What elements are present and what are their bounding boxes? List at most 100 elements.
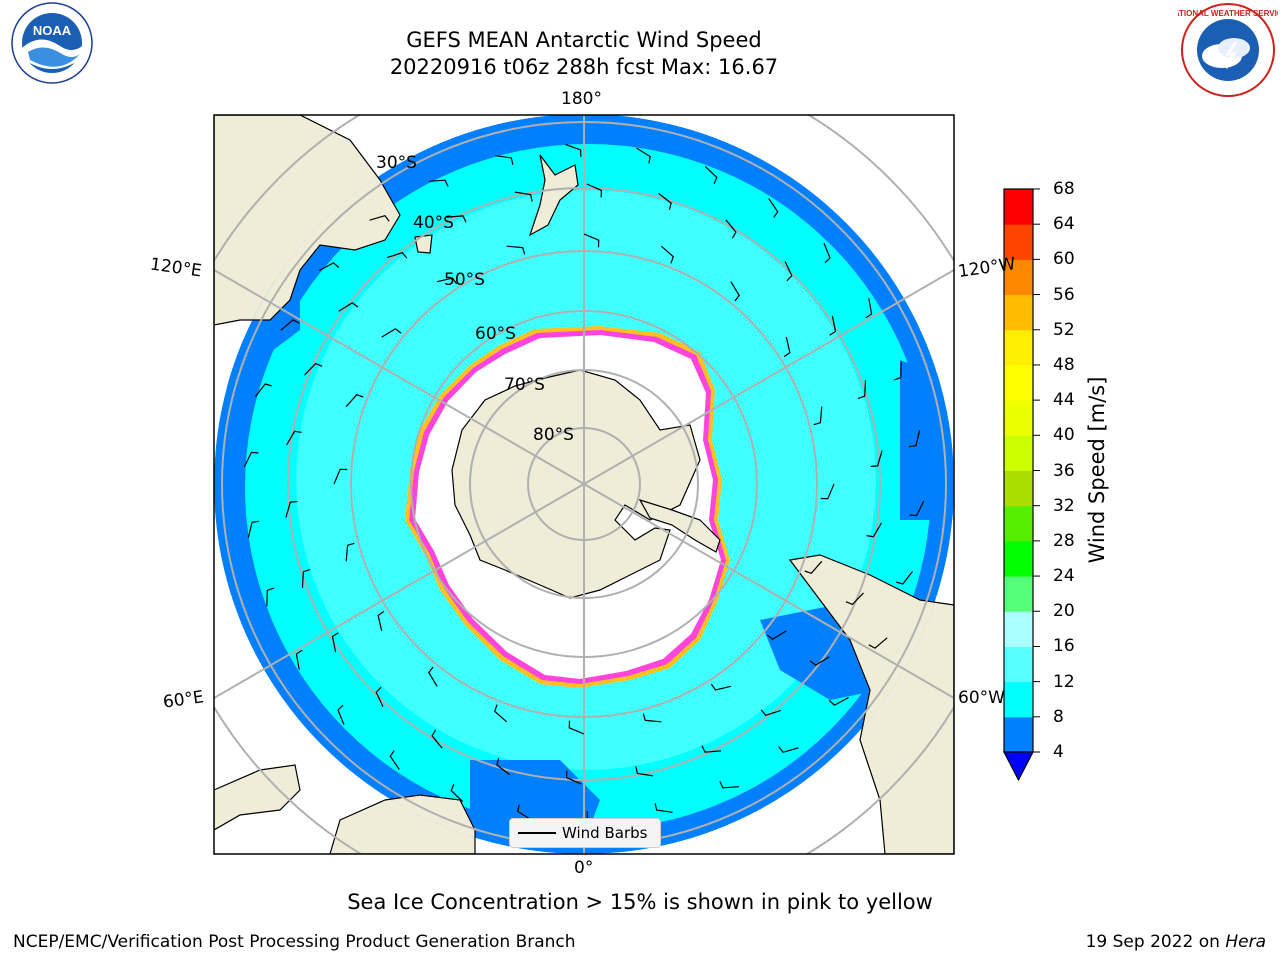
wind-barb — [829, 315, 837, 336]
lat-label-50s: 50°S — [444, 270, 485, 290]
wind-barb — [495, 155, 514, 165]
wind-barb — [760, 709, 782, 716]
wind-barb — [766, 630, 787, 640]
colorbar-segment — [1004, 681, 1033, 718]
colorbar-tick-label: 44 — [1053, 390, 1075, 411]
colorbar-segment — [1004, 435, 1033, 471]
lon-label-0: 0° — [574, 858, 594, 878]
lon-label-180: 180° — [561, 89, 602, 109]
colorbar-segment — [1004, 540, 1033, 577]
colorbar-tick-label: 60 — [1053, 249, 1075, 270]
wind-barb — [635, 766, 654, 777]
map-legend: Wind Barbs — [509, 818, 661, 848]
wind-barb — [333, 468, 348, 485]
colorbar-segment — [1004, 400, 1033, 436]
colorbar-segment — [1004, 189, 1033, 225]
noaa-logo-text: NOAA — [33, 23, 72, 38]
wind-barb — [768, 198, 779, 218]
nws-ring-text: NATIONAL WEATHER SERVICE — [1178, 9, 1278, 18]
colorbar-segment — [1004, 611, 1033, 647]
plot-subtitle: 20220916 t06z 288h fcst Max: 16.67 — [389, 55, 779, 79]
wind-barb — [870, 450, 883, 468]
colorbar-tick-label: 40 — [1053, 425, 1075, 446]
wind-barb — [304, 362, 323, 376]
wind-barb — [280, 319, 300, 331]
wind-barb — [804, 560, 823, 574]
colorbar-segment — [1004, 224, 1033, 260]
colorbar-segment — [1004, 329, 1033, 366]
wind-barb — [866, 522, 883, 538]
noaa-logo: NOAA — [11, 2, 93, 84]
wind-barb — [345, 394, 364, 408]
wind-barb — [730, 281, 740, 302]
wind-barb — [828, 696, 849, 706]
wind-barb — [909, 500, 925, 517]
wind-barb — [660, 245, 674, 264]
wind-barb — [701, 745, 722, 753]
wind-barb — [377, 610, 385, 632]
footer-right: 19 Sep 2022 on Hera — [1086, 932, 1266, 952]
wind-barb — [654, 803, 673, 813]
wind-barb — [895, 571, 914, 585]
wind-barb — [809, 656, 830, 666]
wind-barb — [583, 233, 600, 248]
wind-barb — [496, 758, 510, 776]
colorbar-tick-label: 24 — [1053, 566, 1075, 587]
wind-barb — [369, 215, 390, 222]
colorbar-extend-arrow — [1003, 751, 1034, 782]
wind-barb — [331, 632, 339, 653]
wind-barb — [586, 183, 603, 198]
colorbar-segment — [1004, 259, 1033, 296]
wind-barb — [254, 383, 273, 397]
lat-label-60s: 60°S — [475, 324, 516, 344]
wind-barb — [247, 520, 260, 538]
nws-logo: NATIONAL WEATHER SERVICE — [1178, 3, 1278, 97]
colorbar-tick-label: 28 — [1053, 530, 1075, 551]
colorbar-tick-label: 36 — [1053, 460, 1075, 481]
legend-label: Wind Barbs — [562, 824, 648, 842]
wind-barb — [704, 165, 718, 185]
colorbar-tick-label: 64 — [1053, 214, 1075, 235]
wind-barb — [820, 483, 835, 500]
wind-barb — [285, 500, 298, 518]
wind-barb — [431, 729, 443, 749]
wind-barb — [345, 542, 355, 562]
wind-barb — [893, 361, 902, 381]
colorbar-segment — [1004, 364, 1033, 401]
wind-barb — [710, 683, 732, 691]
lat-label-30s: 30°S — [376, 153, 417, 173]
wind-barb — [636, 147, 651, 164]
wind-barb — [783, 336, 791, 358]
wind-barbs — [243, 143, 925, 825]
colorbar-tick-label: 48 — [1053, 354, 1075, 375]
lat-label-40s: 40°S — [413, 213, 454, 233]
wind-barb — [381, 328, 402, 338]
footer-date: 19 Sep 2022 on — [1085, 932, 1226, 952]
caption: Sea Ice Concentration > 15% is shown in … — [347, 890, 933, 914]
wind-barb-legend-line — [518, 832, 556, 834]
wind-barb — [908, 430, 921, 448]
wind-barb — [823, 242, 831, 264]
wind-barb — [436, 277, 458, 285]
colorbar-segment — [1004, 505, 1033, 542]
wind-barb — [719, 781, 739, 789]
wind-barb — [450, 783, 464, 803]
colorbar-tick-label: 4 — [1053, 742, 1064, 762]
wind-barb — [506, 245, 526, 255]
wind-barb — [301, 569, 311, 588]
wind-barb — [658, 192, 672, 210]
wind-barb — [266, 587, 275, 607]
wind-barb — [784, 261, 793, 282]
wind-barb — [386, 252, 408, 259]
wind-barb — [517, 804, 532, 821]
wind-barb — [642, 713, 662, 723]
wind-barb — [565, 143, 582, 157]
colorbar-segment — [1004, 470, 1033, 507]
lat-label-80s: 80°S — [533, 425, 574, 445]
plot-title: GEFS MEAN Antarctic Wind Speed — [406, 28, 762, 52]
wind-barb — [295, 649, 303, 670]
wind-barb — [857, 380, 867, 399]
colorbar-tick-label: 20 — [1053, 601, 1075, 622]
wind-barb — [813, 406, 823, 426]
